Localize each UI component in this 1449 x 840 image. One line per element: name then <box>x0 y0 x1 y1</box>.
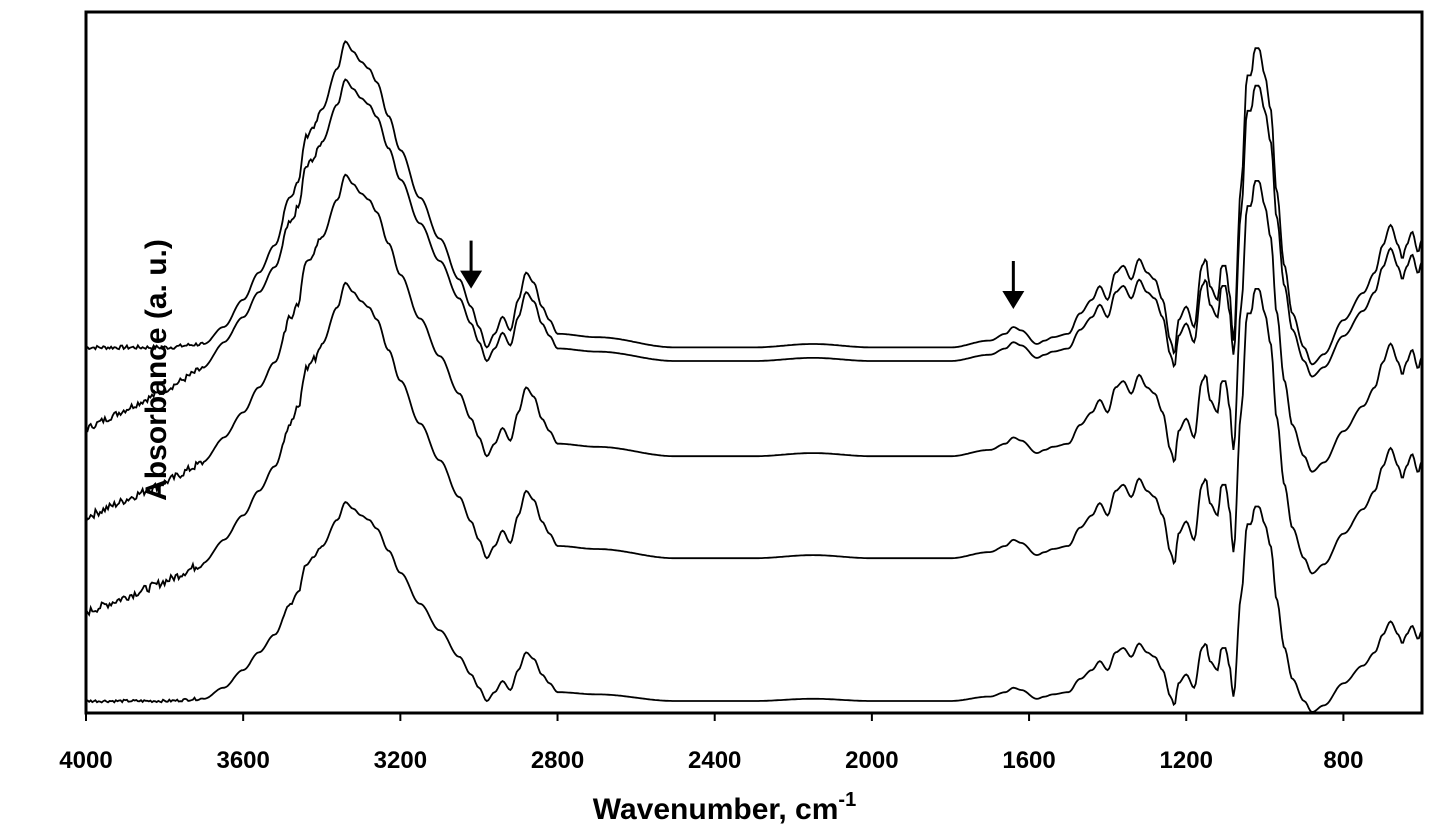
x-tick-label: 800 <box>1323 747 1363 774</box>
x-tick-label: 3600 <box>216 747 269 774</box>
x-tick-label: 2400 <box>688 747 741 774</box>
x-axis-label: Wavenumber, cm-1 <box>0 789 1449 827</box>
x-axis-label-sup: -1 <box>838 789 857 811</box>
x-tick-label: 2000 <box>845 747 898 774</box>
x-tick-label: 4000 <box>59 747 112 774</box>
x-tick-label: 2800 <box>531 747 584 774</box>
arrow-head-1 <box>460 270 483 289</box>
x-tick-label: 1600 <box>1002 747 1055 774</box>
spectrum-line-2 <box>85 78 1423 433</box>
plot-frame <box>84 10 1424 715</box>
x-tick-label: 3200 <box>374 747 427 774</box>
spectrum-line-1 <box>85 40 1423 366</box>
annotations <box>460 240 1025 309</box>
x-axis-label-main: Wavenumber, cm <box>592 793 839 826</box>
spectrum-line-4 <box>85 281 1423 617</box>
y-axis-label: Absorbance (a. u.) <box>139 239 173 501</box>
x-tick-label: 1200 <box>1160 747 1213 774</box>
spectrum-line-5 <box>85 501 1423 713</box>
spectra-group <box>85 40 1423 713</box>
x-axis-ticks: 4000 3600 3200 2800 2400 2000 1600 1200 800 <box>59 713 1363 774</box>
spectrum-line-3 <box>85 173 1423 521</box>
arrow-head-2 <box>1002 291 1025 309</box>
